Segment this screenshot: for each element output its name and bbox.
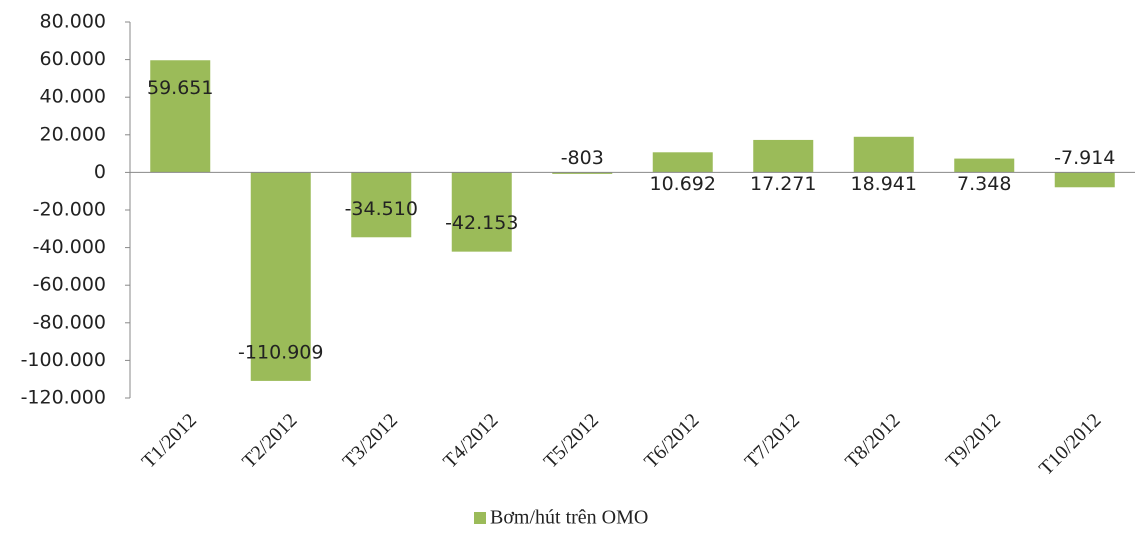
legend-label: Bơm/hút trên OMO: [490, 507, 648, 529]
bar: [150, 60, 211, 173]
bar: [954, 158, 1015, 173]
bar: [652, 152, 713, 173]
bar: [1054, 172, 1115, 188]
x-tick-label: T10/2012: [1035, 409, 1106, 480]
x-tick-label: T5/2012: [540, 409, 603, 472]
x-tick-label: T2/2012: [238, 409, 301, 472]
y-tick-label: -20.000: [33, 199, 106, 221]
legend-swatch: [474, 512, 486, 524]
x-tick-label: T1/2012: [138, 409, 201, 472]
data-label: 17.271: [750, 173, 816, 195]
data-label: 7.348: [957, 173, 1011, 195]
x-tick-label: T4/2012: [439, 409, 502, 472]
y-tick-label: 80.000: [40, 11, 106, 33]
y-tick-label: -80.000: [33, 311, 106, 333]
y-tick-label: 0: [94, 161, 106, 183]
data-label: -7.914: [1054, 147, 1115, 169]
x-tick-label: T6/2012: [640, 409, 703, 472]
bar: [451, 172, 512, 252]
bar: [250, 172, 311, 381]
x-tick-label: T3/2012: [339, 409, 402, 472]
x-tick-label: T9/2012: [942, 409, 1005, 472]
y-tick-label: -60.000: [33, 274, 106, 296]
bar: [853, 136, 914, 173]
data-label: 18.941: [851, 173, 917, 195]
y-tick-label: 40.000: [40, 86, 106, 108]
data-label: -34.510: [345, 198, 418, 220]
x-tick-label: T8/2012: [841, 409, 904, 472]
y-tick-label: 20.000: [40, 123, 106, 145]
y-tick-label: -100.000: [21, 349, 106, 371]
data-label: -42.153: [445, 212, 518, 234]
x-tick-label: T7/2012: [741, 409, 804, 472]
y-tick-label: 60.000: [40, 48, 106, 70]
y-tick-label: -40.000: [33, 236, 106, 258]
bar: [753, 139, 814, 173]
data-label: 59.651: [147, 77, 213, 99]
bar: [351, 172, 412, 238]
data-label: 10.692: [650, 173, 716, 195]
data-label: -110.909: [238, 341, 323, 363]
y-tick-label: -120.000: [21, 387, 106, 409]
bar: [552, 172, 613, 174]
data-label: -803: [561, 147, 604, 169]
